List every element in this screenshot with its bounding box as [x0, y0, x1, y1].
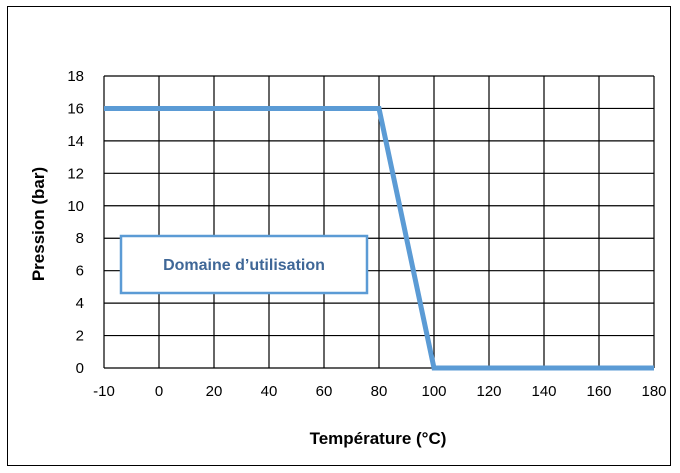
x-tick-label: 160 [586, 383, 611, 400]
y-tick-label: 8 [76, 230, 84, 247]
series-layer [104, 105, 654, 371]
annotation-border [119, 234, 369, 295]
y-tick-label: 0 [76, 360, 84, 377]
annotation-text: Domaine d’utilisation [163, 257, 325, 274]
series-line [104, 105, 654, 371]
x-axis-title: Température (°C) [310, 429, 447, 448]
x-tick-label: -10 [93, 383, 115, 400]
x-tick-label: 0 [155, 383, 163, 400]
y-tick-label: 6 [76, 263, 84, 280]
y-tick-label: 18 [67, 68, 84, 85]
x-tick-label: 180 [641, 383, 666, 400]
x-tick-label: 60 [316, 383, 333, 400]
x-tick-label: 120 [476, 383, 501, 400]
y-tick-label: 14 [67, 133, 84, 150]
x-tick-labels: -10 0 20 40 60 80 100 120 140 160 180 [93, 383, 666, 400]
y-tick-label: 16 [67, 100, 84, 117]
grid [103, 75, 655, 369]
y-axis-title: Pression (bar) [29, 167, 48, 281]
x-tick-label: 40 [261, 383, 278, 400]
y-tick-label: 4 [76, 295, 84, 312]
y-tick-label: 10 [67, 198, 84, 215]
x-tick-label: 100 [421, 383, 446, 400]
y-tick-label: 2 [76, 328, 84, 345]
x-tick-label: 80 [371, 383, 388, 400]
y-tick-labels: 0 2 4 6 8 10 12 14 16 18 [67, 68, 84, 377]
x-tick-label: 20 [206, 383, 223, 400]
x-tick-label: 140 [531, 383, 556, 400]
y-tick-label: 12 [67, 165, 84, 182]
annotation-box: Domaine d’utilisation [119, 234, 369, 295]
